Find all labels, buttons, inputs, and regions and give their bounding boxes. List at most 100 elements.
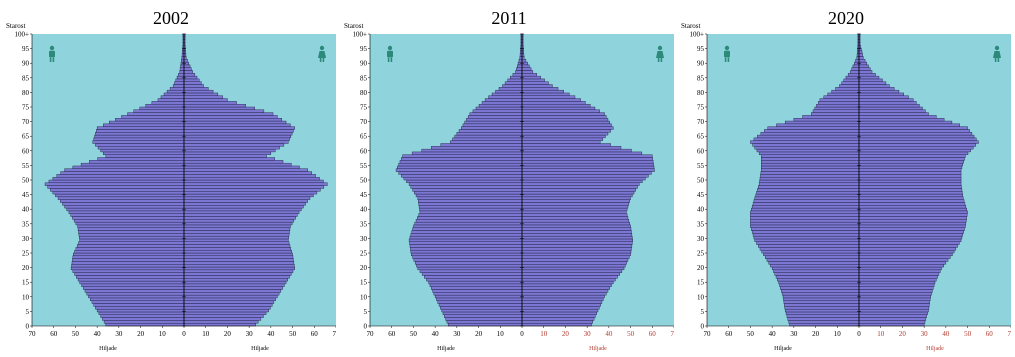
male-bar	[758, 185, 860, 189]
y-tick-label: 20	[22, 264, 30, 272]
y-tick-label: 75	[22, 104, 30, 112]
male-bar	[398, 171, 523, 175]
y-tick-label: 75	[697, 104, 705, 112]
female-bar	[858, 241, 960, 245]
female-bar	[183, 300, 275, 304]
male-bar	[436, 297, 523, 301]
female-bar	[858, 137, 977, 141]
female-bar	[183, 247, 292, 251]
male-bar	[413, 258, 523, 262]
female-bar	[183, 249, 292, 254]
male-bar	[172, 84, 185, 88]
female-bar	[858, 202, 966, 206]
female-bar	[858, 70, 873, 74]
male-bar	[419, 210, 523, 214]
female-bar	[183, 252, 293, 257]
female-bar	[521, 202, 630, 206]
female-bar	[858, 174, 962, 178]
female-bar	[521, 300, 603, 304]
male-bar	[845, 75, 860, 80]
female-bar	[183, 303, 273, 307]
male-bar	[516, 67, 523, 71]
female-bar	[858, 179, 962, 184]
female-bar	[521, 230, 632, 234]
male-bar	[72, 165, 185, 169]
male-bar	[115, 118, 185, 122]
x-tick-label: 70	[367, 330, 375, 338]
y-tick-label: 5	[364, 308, 368, 316]
male-bar	[105, 154, 185, 158]
female-bar	[521, 165, 655, 169]
female-bar	[858, 191, 963, 195]
x-tick-label: 0	[520, 330, 524, 338]
x-tick-label: 20	[137, 330, 145, 338]
male-bar	[414, 191, 523, 195]
y-tick-label: 10	[360, 293, 368, 301]
male-bar	[52, 176, 185, 181]
x-tick-label: 20	[562, 330, 570, 338]
female-bar	[183, 255, 294, 259]
female-bar	[521, 205, 629, 209]
male-bar	[70, 213, 185, 217]
female-bar	[183, 81, 202, 85]
male-bar	[78, 241, 185, 245]
female-bar	[521, 297, 604, 301]
female-bar	[858, 210, 968, 214]
female-bar	[521, 120, 610, 125]
female-bar	[858, 280, 936, 285]
female-bar	[183, 230, 290, 234]
male-bar	[418, 199, 523, 203]
male-bar	[488, 95, 523, 99]
female-bar	[858, 81, 887, 85]
male-bar	[843, 78, 860, 82]
male-bar	[780, 286, 860, 290]
male-bar	[96, 308, 185, 313]
female-bar	[521, 148, 632, 153]
male-bar	[97, 157, 185, 161]
male-bar	[105, 322, 185, 327]
male-bar	[145, 103, 185, 108]
male-bar	[760, 174, 860, 178]
male-bar	[481, 101, 523, 105]
male-bar	[767, 126, 860, 130]
female-bar	[521, 70, 534, 74]
male-bar	[409, 241, 523, 245]
male-bar	[72, 255, 185, 259]
female-bar	[521, 238, 633, 242]
female-bar	[183, 216, 296, 220]
male-bar	[756, 191, 860, 195]
male-bar	[419, 207, 523, 212]
y-tick-label: 55	[697, 162, 705, 170]
male-bar	[68, 210, 185, 214]
male-bar	[410, 249, 523, 254]
female-bar	[858, 235, 963, 240]
male-bar	[507, 78, 523, 82]
female-bar	[521, 81, 549, 85]
male-bar	[410, 247, 523, 251]
pyramid-chart-2011: 2011 Starost 0 5 10 15 20 25 30 35 40 45 50 55 60 65 7…	[344, 0, 674, 357]
female-bar	[183, 106, 255, 111]
male-bar	[47, 185, 185, 189]
male-bar	[160, 95, 185, 99]
pyramid-chart-2002: 2002 Starost 0 5 10 15 20 25 30 35 40 45 50 55 60 65 7…	[6, 0, 336, 357]
female-bar	[183, 289, 282, 293]
female-bar	[858, 289, 933, 293]
y-tick-label: 70	[360, 118, 368, 126]
male-bar	[751, 207, 860, 212]
female-bar	[183, 283, 285, 287]
female-bar	[183, 151, 272, 155]
male-bar	[446, 320, 523, 324]
male-bar	[76, 275, 185, 279]
female-bar	[183, 308, 269, 313]
y-tick-label: 40	[697, 206, 705, 214]
female-bar	[858, 322, 925, 327]
y-tick-label: 20	[360, 264, 368, 272]
y-tick-label: 50	[697, 177, 705, 185]
male-bar	[411, 252, 523, 257]
female-bar	[858, 160, 964, 164]
female-bar	[183, 137, 290, 141]
pyramid-plot: 0 5 10 15 20 25 30 35 40 45 50 55 60 65 70 75 80 85 90 95 10…	[690, 31, 1011, 352]
female-bar	[521, 308, 599, 313]
female-bar	[521, 289, 609, 293]
female-bar	[858, 103, 920, 108]
